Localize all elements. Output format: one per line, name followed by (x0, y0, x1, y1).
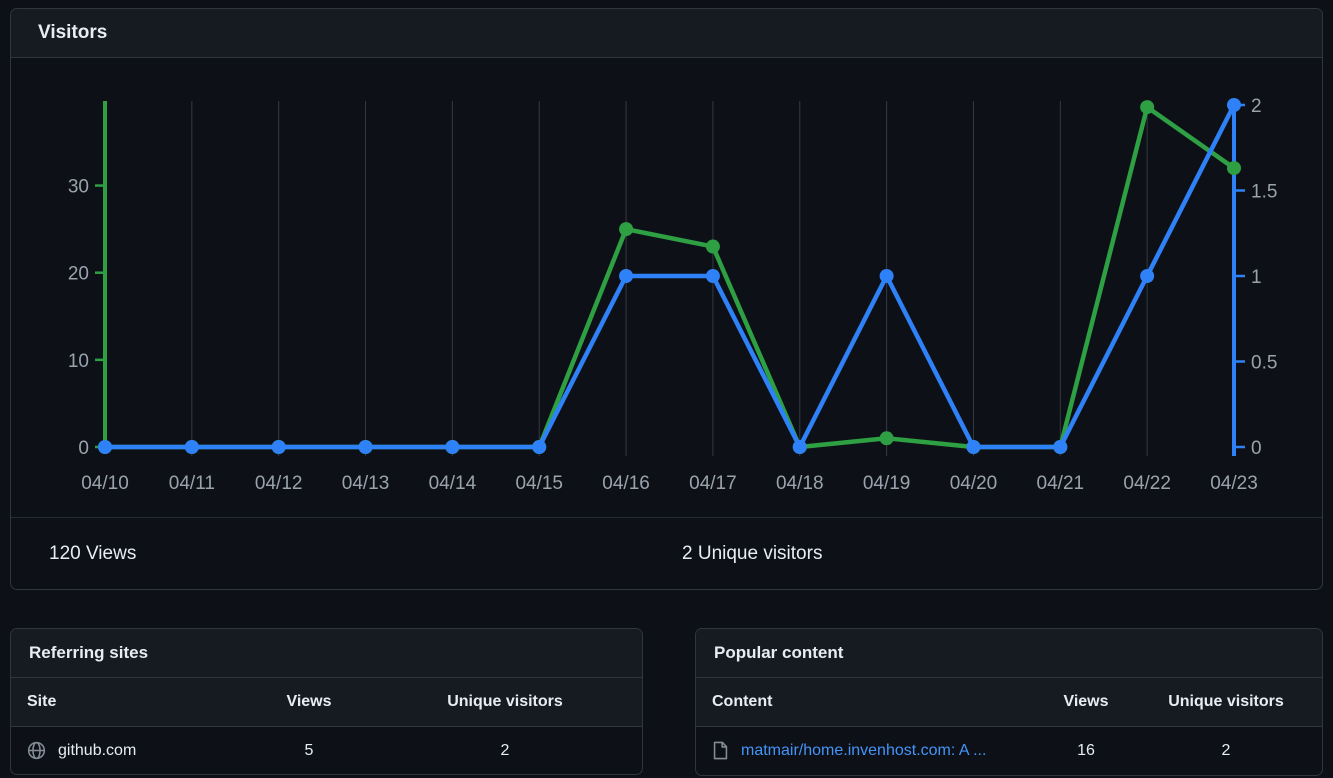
svg-text:04/19: 04/19 (863, 473, 911, 494)
svg-text:0: 0 (78, 438, 89, 459)
svg-text:04/15: 04/15 (515, 473, 563, 494)
column-header-views: Views (1063, 693, 1109, 710)
visitors-title: Visitors (38, 22, 108, 43)
referring-sites-card: Referring sites Site Views Unique visito… (10, 628, 643, 775)
column-header-unique-visitors: Unique visitors (1168, 693, 1284, 710)
globe-icon (27, 741, 46, 760)
svg-text:30: 30 (68, 177, 89, 198)
column-header-unique-visitors: Unique visitors (447, 693, 563, 710)
chart-gridlines (191, 101, 1148, 456)
svg-text:1.5: 1.5 (1251, 182, 1277, 203)
right-axis-unique-visitors: 0 0.5 1 1.5 2 (1232, 96, 1277, 459)
popular-content-unique: 2 (1221, 741, 1231, 759)
views-point (1227, 161, 1241, 176)
popular-content-column-headers: Content Views Unique visitors (696, 678, 1322, 727)
svg-text:04/21: 04/21 (1037, 473, 1085, 494)
views-point (879, 431, 894, 446)
views-point (619, 222, 634, 237)
unique-visitors-point (445, 440, 460, 454)
referring-site-name: github.com (58, 741, 137, 759)
unique-visitors-point (966, 440, 981, 454)
unique-visitors-point (532, 440, 547, 454)
unique-visitors-point (1140, 269, 1155, 283)
svg-text:10: 10 (68, 351, 89, 372)
popular-content-title: Popular content (714, 643, 844, 662)
total-views-label: 120 Views (49, 542, 137, 564)
visitors-summary-bar: 120 Views 2 Unique visitors (11, 517, 1322, 589)
unique-visitors-point (1227, 98, 1241, 112)
popular-content-views: 16 (1077, 741, 1095, 759)
svg-text:04/14: 04/14 (429, 473, 477, 494)
referring-sites-column-headers: Site Views Unique visitors (11, 678, 642, 727)
column-header-views: Views (286, 693, 332, 710)
unique-visitors-point (619, 269, 634, 283)
svg-text:04/12: 04/12 (255, 473, 303, 494)
svg-text:0: 0 (1251, 438, 1262, 459)
views-point (1140, 100, 1155, 115)
svg-text:04/16: 04/16 (602, 473, 650, 494)
svg-text:04/17: 04/17 (689, 473, 737, 494)
unique-visitors-point (184, 440, 199, 454)
svg-text:04/23: 04/23 (1210, 473, 1258, 494)
svg-text:2: 2 (1251, 96, 1262, 117)
popular-content-card: Popular content Content Views Unique vis… (695, 628, 1323, 776)
popular-content-link[interactable]: matmair/home.invenhost.com: A ... (741, 741, 987, 759)
svg-text:04/18: 04/18 (776, 473, 824, 494)
left-axis-views: 0 10 20 30 (68, 101, 107, 459)
referring-sites-title: Referring sites (29, 643, 149, 662)
svg-text:04/11: 04/11 (169, 473, 215, 494)
unique-visitors-point (792, 440, 807, 454)
popular-content-row: matmair/home.invenhost.com: A ... 16 2 (696, 727, 1322, 774)
svg-text:1: 1 (1251, 267, 1262, 288)
referring-sites-header: Referring sites (11, 629, 642, 678)
column-header-content: Content (712, 693, 773, 710)
unique-visitors-point (98, 440, 112, 454)
unique-visitors-point (271, 440, 286, 454)
referring-site-unique: 2 (500, 741, 510, 759)
referring-site-row: github.com 5 2 (11, 727, 642, 774)
popular-content-header: Popular content (696, 629, 1322, 678)
unique-visitors-point (705, 269, 720, 283)
visitors-chart: 0 10 20 30 0 0.5 1 1.5 2 04/10 04/11 04/12 04/13 04/1… (11, 58, 1322, 517)
total-unique-visitors-label: 2 Unique visitors (682, 542, 823, 564)
visitors-card: Visitors 0 10 20 30 0 0.5 1 1.5 2 04/10 04/11 04/12… (10, 8, 1323, 590)
file-icon (712, 741, 729, 760)
svg-text:04/13: 04/13 (342, 473, 390, 494)
svg-text:04/22: 04/22 (1123, 473, 1171, 494)
views-point (705, 239, 720, 254)
x-axis-date-labels: 04/10 04/11 04/12 04/13 04/14 04/15 04/16 04/17… (81, 473, 1258, 494)
referring-site-views: 5 (304, 741, 314, 759)
svg-text:04/10: 04/10 (81, 473, 129, 494)
svg-text:04/20: 04/20 (950, 473, 998, 494)
column-header-site: Site (27, 693, 57, 710)
svg-text:20: 20 (68, 264, 89, 285)
unique-visitors-point (358, 440, 373, 454)
unique-visitors-point (879, 269, 894, 283)
unique-visitors-series (98, 98, 1241, 454)
unique-visitors-point (1053, 440, 1068, 454)
svg-text:0.5: 0.5 (1251, 353, 1277, 374)
visitors-card-header: Visitors (11, 9, 1322, 58)
